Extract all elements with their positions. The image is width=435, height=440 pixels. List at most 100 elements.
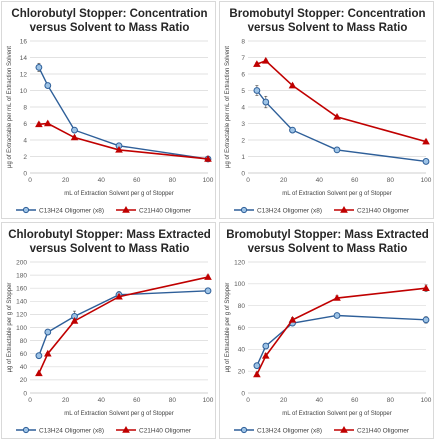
legend-label: C13H24 Oligomer (x8) [257,427,322,434]
y-tick-label: 0 [241,170,245,177]
y-tick-label: 160 [16,286,27,293]
y-tick-label: 4 [23,137,27,144]
y-tick-label: 180 [16,272,27,279]
legend-marker-triangle [122,205,130,213]
y-tick-label: 6 [241,71,245,78]
legend-label: C21H40 Oligomer [357,427,410,434]
x-tick-label: 80 [169,397,177,404]
chart-title: versus Solvent to Mass Ratio [248,243,408,255]
data-point-triangle [115,292,123,300]
data-point-triangle [253,370,261,378]
x-tick-label: 80 [169,177,177,184]
y-tick-label: 2 [23,154,27,161]
data-point-triangle [70,317,79,324]
y-tick-label: 40 [20,364,28,371]
y-tick-label: 80 [20,338,28,345]
legend-marker-triangle [340,425,348,433]
chart-title: versus Solvent to Mass Ratio [30,22,190,34]
data-point-circle [44,328,52,336]
x-axis-label: mL of Extraction Solvent per g of Stoppe… [64,191,174,197]
data-point-circle [253,362,261,370]
series-line [256,59,427,143]
y-tick-label: 120 [16,312,27,319]
data-point-triangle [115,145,123,153]
x-tick-label: 40 [98,177,106,184]
legend-label: C21H40 Oligomer [357,207,410,214]
x-tick-label: 100 [203,397,214,404]
data-point-triangle [35,120,43,128]
x-tick-label: 20 [62,397,70,404]
y-tick-label: 1 [241,154,245,161]
chart-svg: Bromobutyl Stopper: Concentration versus … [225,8,432,214]
legend-marker-circle [240,426,248,434]
y-tick-label: 60 [20,351,28,358]
legend-marker-circle [22,426,30,434]
chart-panel-chlorobutyl-concentration: Chlorobutyl Stopper: Concentration versus… [1,1,216,219]
x-axis-label: mL of Extraction Solvent per g of Stoppe… [282,191,392,197]
data-point-triangle [333,294,341,301]
y-tick-label: 140 [16,299,27,306]
legend-marker-circle [240,206,248,214]
series-line [256,90,427,163]
y-tick-label: 8 [23,104,27,111]
data-point-circle [204,287,212,295]
chart-title: Chlorobutyl Stopper: Concentration [11,8,207,20]
y-tick-label: 20 [20,377,28,384]
chart-title: versus Solvent to Mass Ratio [30,243,190,255]
legend-label: C21H40 Oligomer [139,207,192,214]
x-axis-label: mL of Extraction Solvent per g of Stoppe… [64,411,174,417]
series-line [38,67,209,160]
y-axis-label: µg of Extractable per mL of Extraction S… [225,46,231,168]
y-tick-label: 5 [241,88,245,95]
data-point-triangle [288,81,297,89]
legend-label: C21H40 Oligomer [139,427,192,434]
y-tick-label: 7 [241,55,245,62]
y-tick-label: 20 [238,368,246,375]
y-tick-label: 120 [234,259,245,266]
data-point-circle [333,312,341,319]
chart-panel-chlorobutyl-mass: Chlorobutyl Stopper: Mass Extracted versu… [1,222,216,439]
chart-svg: Chlorobutyl Stopper: Concentration versus… [7,8,214,214]
y-tick-label: 40 [238,347,246,354]
x-tick-label: 60 [133,397,141,404]
x-tick-label: 40 [316,177,324,184]
x-axis-label: mL of Extraction Solvent per g of Stoppe… [282,411,392,417]
x-tick-label: 100 [203,177,214,184]
chart-title: Chlorobutyl Stopper: Mass Extracted [8,229,211,241]
y-tick-label: 10 [20,88,28,95]
x-tick-label: 100 [421,177,432,184]
x-tick-label: 100 [421,397,432,404]
legend-label: C13H24 Oligomer (x8) [39,207,104,214]
data-point-triangle [204,273,212,280]
y-axis-label: µg of Extractable per g of Stopper [225,283,231,373]
x-tick-label: 0 [28,397,32,404]
data-point-triangle [43,119,52,127]
chart-panel-bromobutyl-mass: Bromobutyl Stopper: Mass Extracted versus… [219,222,434,439]
y-tick-label: 60 [238,325,246,332]
y-tick-label: 0 [23,390,27,397]
chart-title: versus Solvent to Mass Ratio [248,22,408,34]
y-tick-label: 14 [20,55,28,62]
data-point-circle [44,82,52,89]
chart-svg: Chlorobutyl Stopper: Mass Extracted versu… [7,229,214,434]
data-point-circle [253,87,261,94]
x-tick-label: 60 [351,397,359,404]
data-point-circle [262,342,270,350]
x-tick-label: 60 [351,177,359,184]
x-tick-label: 0 [28,177,32,184]
data-point-triangle [333,112,341,120]
y-tick-label: 6 [23,121,27,128]
x-tick-label: 20 [280,177,288,184]
data-point-circle [71,126,78,134]
data-point-triangle [204,155,212,162]
data-point-circle [422,158,430,165]
legend-marker-circle [22,206,30,214]
legend-label: C13H24 Oligomer (x8) [257,207,322,214]
data-point-circle [35,64,43,71]
data-point-triangle [422,137,430,145]
legend-marker-triangle [340,205,348,213]
data-point-triangle [261,56,270,64]
data-point-circle [35,352,43,360]
data-point-circle [262,98,270,106]
x-tick-label: 0 [246,177,250,184]
